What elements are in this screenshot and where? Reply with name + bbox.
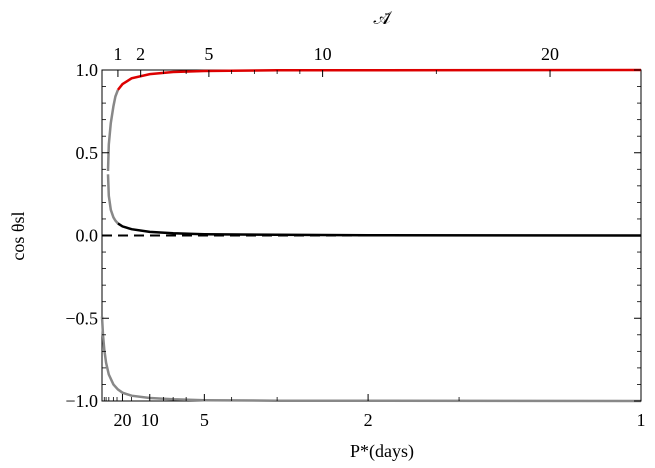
- tick-layer: 1.00.50.0−0.5−1.020 10 5 2 11 2 5 10 20: [65, 44, 645, 430]
- y-tick-label: −1.0: [65, 391, 98, 411]
- label-layer: cos θsl P*(days) 𝒜̄: [8, 8, 414, 462]
- x-axis-bottom-title: P*(days): [350, 441, 414, 462]
- y-tick-label: 0.0: [76, 226, 99, 246]
- x-top-tick-label: 5: [204, 44, 213, 64]
- x-top-tick-label: 20: [541, 44, 559, 64]
- x-bottom-tick-label: 20: [113, 410, 131, 430]
- x-bottom-tick-label: 10: [141, 410, 159, 430]
- y-tick-label: −0.5: [65, 308, 98, 328]
- x-bottom-tick-label: 5: [200, 410, 209, 430]
- y-tick-label: 1.0: [76, 60, 99, 80]
- series-line-6: [100, 316, 642, 403]
- x-top-tick-label: 2: [136, 44, 145, 64]
- series-line-3: [106, 174, 119, 225]
- x-bottom-tick-label: 2: [364, 410, 373, 430]
- y-tick-label: 0.5: [76, 143, 99, 163]
- series-line-1: [106, 89, 120, 172]
- series-line-2: [116, 68, 642, 91]
- x-top-tick-label: 10: [314, 44, 332, 64]
- x-top-tick-label: 1: [113, 44, 122, 64]
- x-bottom-tick-label: 1: [637, 410, 646, 430]
- series-layer: [100, 68, 642, 403]
- x-axis-top-title: 𝒜̄: [373, 8, 392, 28]
- y-axis-title: cos θsl: [8, 211, 28, 260]
- series-line-4: [117, 222, 642, 237]
